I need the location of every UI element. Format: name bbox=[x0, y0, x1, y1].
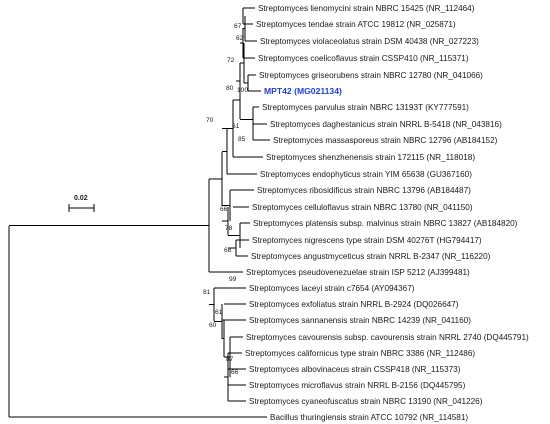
taxon-label-highlighted: MPT42 (MG021134) bbox=[264, 86, 342, 96]
taxon-label: Streptomyces platensis subsp. malvinus s… bbox=[253, 219, 518, 228]
bootstrap-value: 78 bbox=[225, 225, 233, 232]
taxon-label: Streptomyces californicus type strain NB… bbox=[245, 349, 475, 358]
taxon-label: Streptomyces angustmyceticus strain NRRL… bbox=[251, 252, 491, 261]
taxon-label: Bacillus thuringiensis strain ATCC 10792… bbox=[270, 413, 468, 422]
taxon-label: Streptomyces laceyi strain c7654 (AY0943… bbox=[249, 284, 415, 293]
bootstrap-value: 80 bbox=[226, 85, 234, 92]
taxon-label: Streptomyces exfoliatus strain NRRL B-29… bbox=[249, 300, 459, 309]
taxon-label: Streptomyces celluloflavus strain NBRC 1… bbox=[252, 203, 473, 212]
taxon-label: Streptomyces nigrescens type strain DSM … bbox=[252, 236, 482, 245]
bootstrap-value: 85 bbox=[238, 136, 246, 143]
taxon-label: Streptomyces microflavus strain NRRL B-2… bbox=[249, 381, 466, 390]
taxon-label: Streptomyces pseudovenezuelae strain ISP… bbox=[246, 268, 470, 277]
taxon-label: Streptomyces ribosidificus strain NBRC 1… bbox=[257, 186, 471, 195]
bootstrap-value: 87 bbox=[226, 356, 234, 363]
taxon-label: Streptomyces endophyticus strain YIM 656… bbox=[260, 170, 472, 179]
bootstrap-value: 62 bbox=[236, 35, 244, 42]
taxon-label: Streptomyces albovinaceus strain CSSP418… bbox=[249, 365, 461, 374]
taxon-label: Streptomyces shenzhenensis strain 172115… bbox=[266, 153, 475, 162]
taxon-label: Streptomyces coelicoflavus strain CSSP41… bbox=[258, 54, 469, 63]
taxon-label: Streptomyces daghestanicus strain NRRL B… bbox=[270, 120, 502, 129]
bootstrap-value: 67 bbox=[234, 23, 242, 30]
taxon-label: Streptomyces cavourensis subsp. cavouren… bbox=[246, 333, 529, 342]
scale-bar: 0.02 bbox=[68, 195, 95, 212]
bootstrap-value: 81 bbox=[203, 289, 211, 296]
bootstrap-value: 61 bbox=[215, 309, 223, 316]
bootstrap-value: 100 bbox=[237, 87, 248, 94]
taxon-label: Streptomyces parvulus strain NBRC 13193T… bbox=[262, 103, 469, 112]
bootstrap-value: 72 bbox=[227, 57, 235, 64]
taxon-label: Streptomyces griseorubens strain NBRC 12… bbox=[259, 71, 483, 80]
bootstrap-value: 61 bbox=[232, 123, 240, 130]
taxon-label: Streptomyces violaceolatus strain DSM 40… bbox=[260, 37, 479, 46]
bootstrap-value: 99 bbox=[229, 276, 237, 283]
bootstrap-value: 70 bbox=[206, 117, 214, 124]
taxon-label: Streptomyces lienomycini strain NBRC 154… bbox=[258, 4, 475, 13]
scale-bar-label: 0.02 bbox=[74, 195, 88, 202]
taxon-label: Streptomyces cyaneofuscatus strain NBRC … bbox=[249, 397, 483, 406]
taxon-label: Streptomyces tendae strain ATCC 19812 (N… bbox=[256, 20, 456, 29]
bootstrap-value: 68 bbox=[224, 247, 232, 254]
taxon-label: Streptomyces sannanensis strain NBRC 142… bbox=[249, 316, 471, 325]
bootstrap-value: 66 bbox=[231, 369, 239, 376]
taxon-label: Streptomyces massasporeus strain NBRC 12… bbox=[273, 136, 498, 145]
bootstrap-value: 60 bbox=[209, 322, 217, 329]
bootstrap-value: 66 bbox=[220, 206, 228, 213]
